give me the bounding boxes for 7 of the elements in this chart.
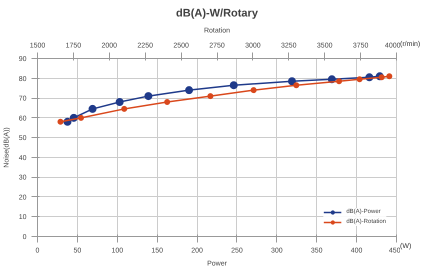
point (88, 104, 97, 113)
point (144, 92, 152, 100)
point (185, 86, 194, 94)
chart-title: dB(A)-W/Rotary (176, 8, 259, 20)
point (288, 77, 296, 86)
point (116, 98, 124, 106)
point (230, 81, 238, 90)
